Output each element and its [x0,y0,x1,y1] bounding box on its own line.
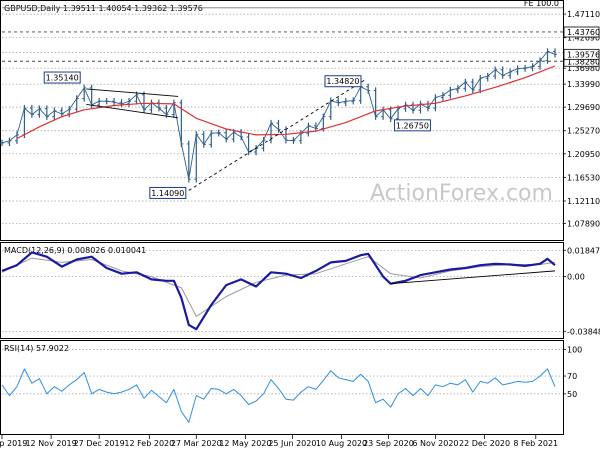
annotation-label: 1.14090 [151,189,184,198]
rsi-layer [1,368,556,423]
macd-y-tick-label: 0.00 [567,273,585,282]
axis-layer: 1.471101.426901.399201.369801.339901.296… [0,10,600,448]
level-label: FE 100.0 [524,0,559,8]
x-tick-label: 8 Feb 2021 [513,439,558,448]
macd-layer [1,251,556,331]
trendline [188,79,366,191]
x-tick-label: 27 Dec 2019 [74,439,125,448]
x-tick-label: 25 Jun 2020 [268,439,316,448]
annotation-layer: FE 100.0 1.43760 1.38280 1.35140 1.14090 1.34… [2,0,600,199]
x-tick-label: 22 Dec 2020 [459,439,510,448]
level-label: 1.38280 [567,57,600,66]
main-y-tick-label: 1.16530 [567,173,600,182]
x-tick-label: 12 Feb 2020 [124,439,174,448]
annotation-label: 1.34820 [326,77,359,86]
current-price-label: 1.39576 [567,50,600,59]
main-y-tick-label: 1.25270 [567,127,600,136]
rsi-line [1,368,556,423]
annotation-label: 1.35140 [46,74,79,83]
price-line [1,51,556,180]
x-tick-label: 6 Nov 2020 [412,439,458,448]
x-tick-label: 12 May 2020 [219,439,271,448]
level-box [563,26,600,38]
level-label: 1.43760 [567,28,600,37]
main-y-tick-label: 1.36980 [567,64,600,73]
price-layer [0,48,557,183]
main-y-tick-label: 1.29690 [567,103,600,112]
main-y-tick-label: 1.33990 [567,80,600,89]
x-tick-label: 27 Sep 2019 [0,439,27,448]
annotation-box [393,119,431,132]
trendline [86,103,179,119]
x-tick-label: 10 Aug 2020 [316,439,367,448]
main-y-tick-label: 1.20950 [567,150,600,159]
x-tick-label: 12 Nov 2019 [25,439,76,448]
main-pane [0,0,564,241]
annotation-label: 1.26750 [396,121,429,130]
main-header: GBPUSD,Daily 1.39511 1.40054 1.39362 1.3… [4,4,203,13]
annotation-box [149,186,187,199]
macd-y-tick-label: -0.038486 [567,327,600,336]
x-tick-label: 27 Mar 2020 [171,439,222,448]
rsi-y-tick-label: 50 [567,390,577,399]
sma-line [16,65,556,140]
rsi-y-tick-label: 100 [567,345,582,354]
main-y-tick-label: 1.47110 [567,10,600,19]
annotation-box [43,71,81,84]
grid-layer [2,13,563,395]
main-y-tick-label: 1.42690 [567,34,600,43]
main-y-tick-label: 1.07890 [567,220,600,229]
macd-trendline [390,270,556,285]
x-tick-label: 23 Sep 2020 [363,439,414,448]
rsi-header: RSI(14) 57.9022 [4,344,69,353]
main-y-tick-label: 1.12110 [567,197,600,206]
rsi-pane [0,340,564,435]
macd-line [1,251,556,331]
macd-y-tick-label: 0.018471 [567,246,600,255]
current-price-box [563,48,600,60]
rsi-y-tick-label: 70 [567,372,577,381]
trendline [86,88,179,97]
watermark-text: ActionForex.com [370,181,553,206]
annotation-box [324,75,362,88]
macd-header: MACD(12,26,9) 0.008026 0.010041 [4,246,146,255]
